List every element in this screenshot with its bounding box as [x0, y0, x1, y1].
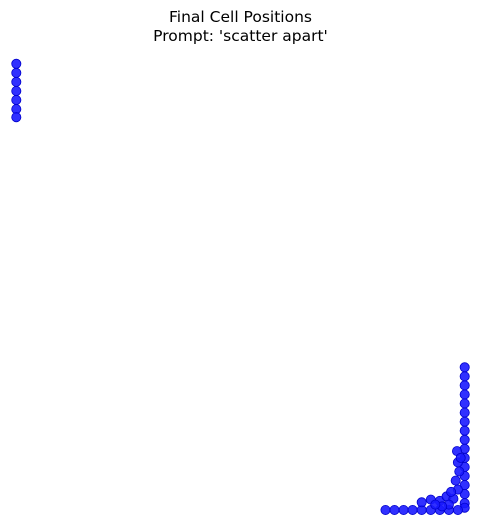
scatter-point [450, 475, 461, 486]
scatter-point [459, 371, 470, 382]
scatter-point [11, 58, 22, 69]
scatter-point [416, 497, 427, 508]
scatter-point [11, 112, 22, 123]
scatter-point [11, 95, 22, 106]
scatter-point [11, 67, 22, 78]
scatter-point [459, 362, 470, 373]
scatter-point [455, 452, 466, 463]
chart-title: Final Cell Positions [169, 8, 312, 26]
scatter-point [459, 407, 470, 418]
scatter-point [459, 416, 470, 427]
scatter-point [380, 504, 391, 515]
scatter-point [11, 86, 22, 97]
scatter-point [452, 504, 463, 515]
scatter-point [459, 398, 470, 409]
scatter-point [459, 380, 470, 391]
scatter-point [446, 486, 457, 497]
scatter-point [430, 499, 441, 510]
scatter-point [459, 425, 470, 436]
scatter-point [398, 504, 409, 515]
scatter-point [459, 434, 470, 445]
chart-subtitle: Prompt: 'scatter apart' [153, 27, 328, 45]
scatter-point [454, 466, 465, 477]
scatter-point [407, 504, 418, 515]
scatter-point [11, 76, 22, 87]
scatter-point [389, 504, 400, 515]
scatter-point [459, 389, 470, 400]
